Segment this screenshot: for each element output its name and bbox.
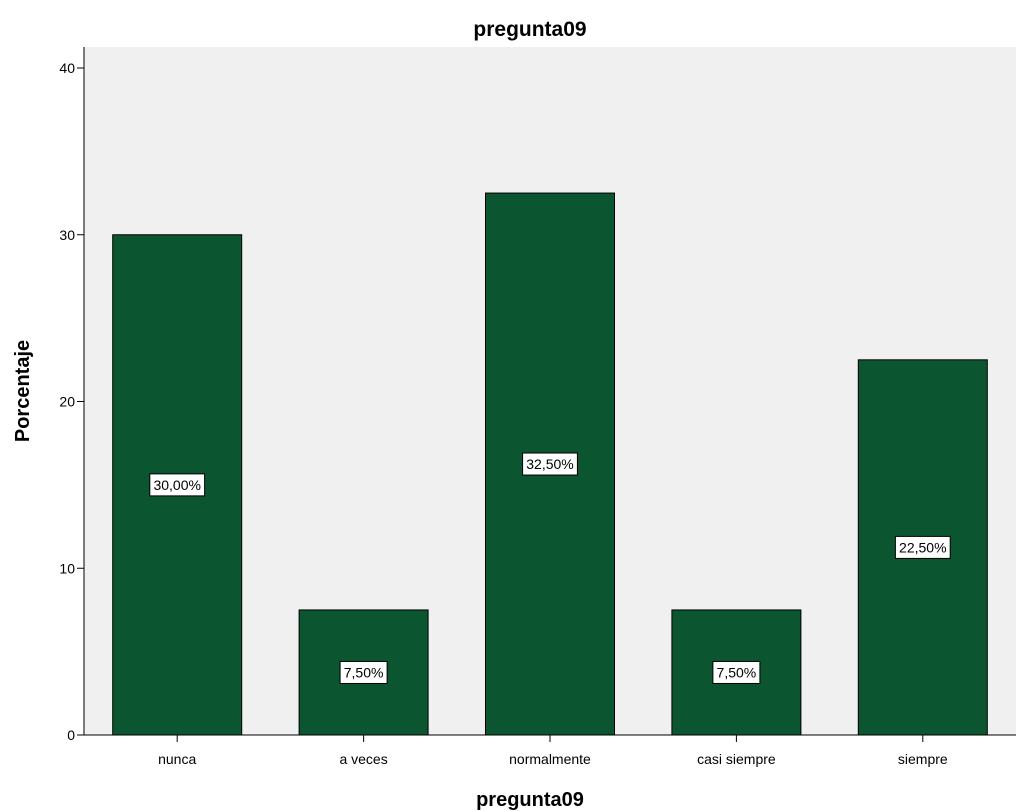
- data-label-box: [339, 660, 388, 684]
- data-label-box: [149, 473, 206, 497]
- x-tick-label: nunca: [158, 751, 196, 767]
- x-tick-label: a veces: [339, 751, 387, 767]
- data-label: 7,50%: [717, 664, 757, 680]
- data-label: 32,50%: [526, 456, 573, 472]
- data-label-box: [894, 535, 951, 559]
- y-tick-label: 10: [59, 560, 75, 576]
- y-tick-label: 40: [59, 60, 75, 76]
- x-axis-title: pregunta09: [476, 789, 584, 811]
- y-tick-label: 0: [67, 727, 75, 743]
- chart-title: pregunta09: [473, 18, 586, 41]
- data-label: 7,50%: [344, 664, 384, 680]
- x-tick-label: siempre: [898, 751, 948, 767]
- data-labels-group: 30,00% 7,50% 32,50% 7,50% 22,50%: [149, 452, 951, 684]
- x-axis: nunca a veces normalmente casi siempre siemp…: [84, 734, 1016, 767]
- data-label: 30,00%: [153, 477, 200, 493]
- data-label: 22,50%: [899, 539, 946, 555]
- y-tick-label: 30: [59, 227, 75, 243]
- x-tick-label: normalmente: [509, 751, 591, 767]
- y-axis-title: Porcentaje: [12, 340, 34, 442]
- data-label-box: [522, 452, 578, 476]
- x-tick-label: casi siempre: [697, 751, 776, 767]
- y-axis: 0 10 20 30 40: [59, 47, 85, 743]
- y-tick-label: 20: [59, 394, 75, 410]
- data-label-box: [712, 660, 761, 684]
